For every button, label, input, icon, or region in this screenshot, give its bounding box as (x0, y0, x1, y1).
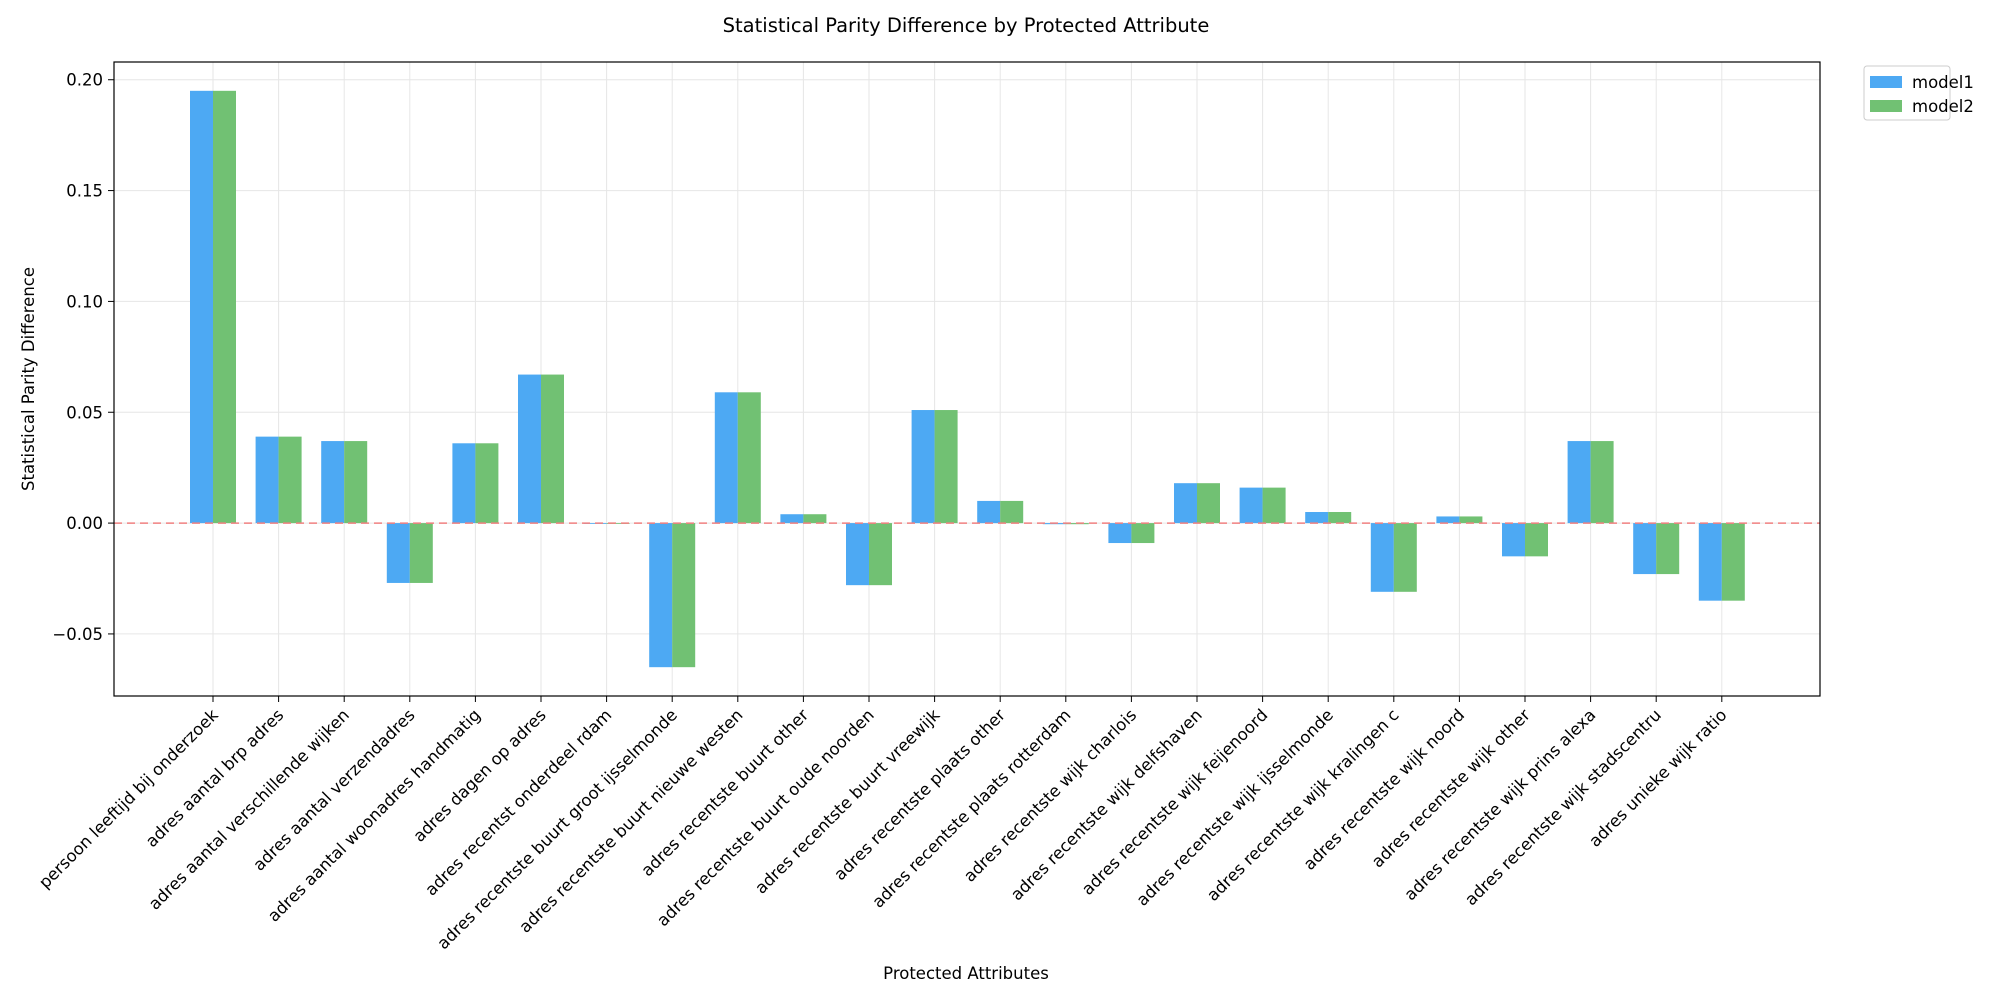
bar-model2 (1525, 523, 1548, 557)
bar-model2 (606, 523, 630, 524)
bar-model2 (1590, 441, 1614, 524)
bar-model1 (321, 441, 345, 524)
y-tick-label: 0.15 (66, 182, 103, 201)
legend-label-model1: model1 (1912, 73, 1974, 92)
bar-model1 (1108, 523, 1132, 544)
bar-model1 (1305, 512, 1329, 524)
bar-model1 (518, 374, 541, 524)
bar-model1 (1370, 523, 1394, 592)
y-tick-label: −0.05 (52, 625, 103, 644)
bar-model2 (213, 90, 236, 524)
bar-model2 (934, 410, 958, 524)
y-tick-label: 0.20 (66, 71, 103, 90)
bar-model1 (846, 523, 869, 586)
legend-swatch-model2 (1870, 100, 1902, 112)
bar-model1 (386, 523, 410, 583)
y-axis: −0.05 0.00 0.05 0.10 0.15 0.20 (52, 71, 114, 644)
bar-model1 (780, 514, 804, 524)
bar-model2 (1721, 523, 1745, 601)
bar-model1 (1436, 516, 1460, 524)
y-tick-label: 0.10 (66, 292, 103, 311)
bar-model2 (1262, 487, 1286, 524)
chart-title: Statistical Parity Difference by Protect… (723, 14, 1210, 37)
legend-label-model2: model2 (1912, 97, 1974, 116)
x-axis-label: Protected Attributes (883, 964, 1049, 983)
bar-model2 (1656, 523, 1680, 575)
bar-model2 (1393, 523, 1417, 592)
bar-model1 (1239, 487, 1263, 524)
bar-model1 (649, 523, 673, 668)
plot-area-frame (113, 61, 1821, 697)
bar-model1 (1698, 523, 1722, 601)
bar-model1 (190, 90, 213, 524)
y-tick-label: 0.00 (66, 514, 103, 533)
y-axis-label: Statistical Parity Difference (19, 267, 38, 491)
legend-swatch-model1 (1870, 76, 1902, 88)
bar-model1 (714, 392, 738, 524)
bar-model1 (452, 443, 476, 524)
y-tick-label: 0.05 (66, 403, 103, 422)
bar-model1 (1502, 523, 1525, 557)
bar-model2 (1000, 500, 1024, 524)
bar-model1 (1174, 483, 1197, 524)
legend: model1 model2 (1863, 65, 1974, 121)
bar-model2 (344, 441, 368, 524)
bar-model2 (278, 436, 302, 524)
bar-model2 (541, 374, 564, 524)
bar-model2 (409, 523, 433, 583)
bar-model1 (977, 500, 1001, 524)
bar-model2 (1131, 523, 1155, 544)
bar-model1 (1567, 441, 1591, 524)
bar-model2 (672, 523, 696, 668)
bar-model1 (255, 436, 279, 524)
bar-model2 (475, 443, 499, 524)
bar-model2 (1328, 512, 1352, 524)
bar-model2 (869, 523, 892, 586)
bar-model1 (911, 410, 935, 524)
bar-model2 (737, 392, 761, 524)
grid-layer (114, 62, 1820, 696)
bar-model2 (1197, 483, 1220, 524)
bar-model2 (1459, 516, 1483, 524)
bar-model1 (1633, 523, 1657, 575)
bars-layer (190, 90, 1745, 668)
bar-model2 (803, 514, 827, 524)
